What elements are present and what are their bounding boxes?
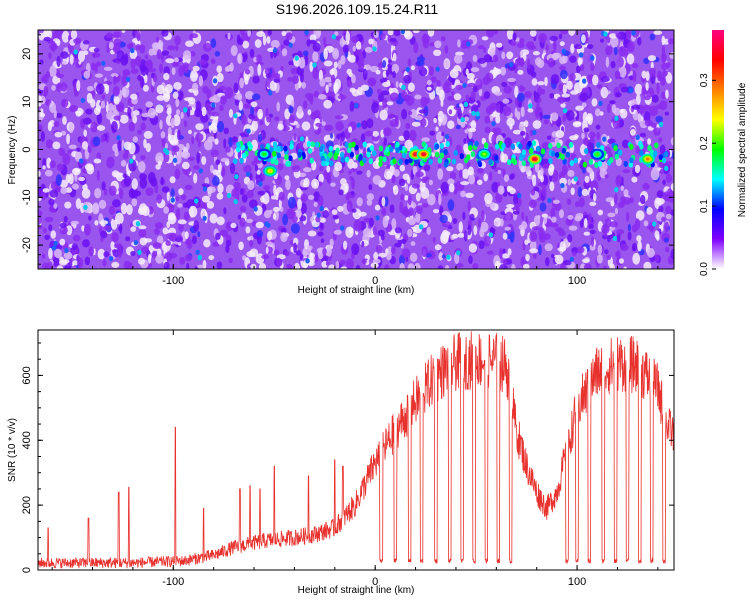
y-tick-label: 600 — [21, 366, 33, 384]
spectrogram-heatmap — [38, 30, 674, 269]
snr-y-axis-label: SNR (10 * v/v) — [7, 418, 18, 482]
x-tick-label: 100 — [568, 275, 586, 287]
y-tick-label: 200 — [21, 496, 33, 514]
x-tick-label: 0 — [372, 275, 378, 287]
colorbar-tick-label: 0.3 — [699, 73, 710, 87]
y-tick-label: 400 — [21, 431, 33, 449]
spectrogram-x-axis-label: Height of straight line (km) — [298, 285, 415, 296]
colorbar-ticks: 0.0 0.1 0.2 0.3 — [699, 73, 716, 276]
colorbar-tick-label: 0.1 — [699, 199, 710, 213]
colorbar-tick-label: 0.2 — [699, 136, 710, 150]
signal-peak — [263, 165, 278, 177]
snr-frame — [37, 329, 675, 571]
colorbar-tick-label: 0.0 — [699, 262, 710, 276]
snr-line-plot — [38, 331, 674, 569]
signal-peak — [590, 148, 605, 160]
signal-peak — [257, 148, 272, 160]
snr-series-line — [38, 331, 674, 569]
x-tick-label: -100 — [162, 275, 184, 287]
spectrogram-y-axis-label: Frequency (Hz) — [7, 116, 18, 185]
y-tick-label: 0 — [21, 567, 33, 573]
y-tick-label: 10 — [21, 96, 33, 108]
y-tick-label: -20 — [21, 237, 33, 253]
y-tick-label: 20 — [21, 48, 33, 60]
x-tick-label: 100 — [568, 576, 586, 588]
colorbar — [712, 30, 724, 269]
colorbar-label: Normalized spectral amplitude — [737, 82, 748, 217]
x-tick-label: -100 — [162, 576, 184, 588]
snr-x-axis-label: Height of straight line (km) — [298, 585, 415, 596]
signal-peak — [416, 148, 431, 160]
signal-peak — [640, 153, 655, 165]
y-tick-label: -10 — [21, 189, 33, 205]
x-tick-label: 0 — [372, 576, 378, 588]
signal-peak — [527, 153, 542, 165]
signal-peak — [477, 148, 492, 160]
snr-axes: -100 0 100 0 200 400 600 — [21, 330, 674, 588]
y-tick-label: 0 — [21, 146, 33, 152]
chart-title: S196.2026.109.15.24.R11 — [276, 1, 439, 17]
